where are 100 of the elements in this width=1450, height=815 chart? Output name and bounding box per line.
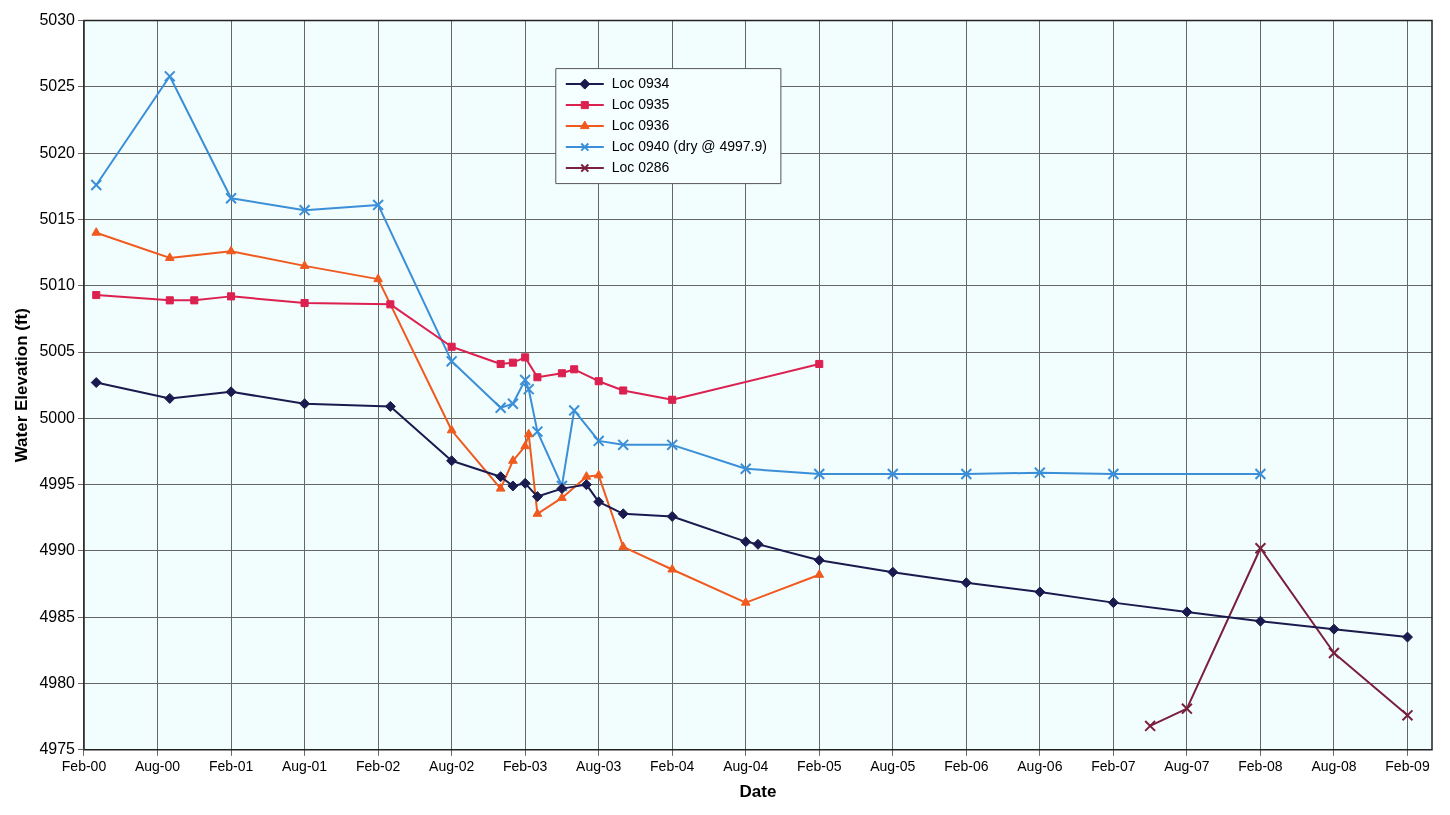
point	[520, 440, 530, 450]
point	[91, 227, 102, 236]
point	[739, 462, 752, 475]
point	[531, 425, 544, 438]
x-tick-label: Feb-07	[1091, 758, 1136, 775]
x-tick-label: Feb-03	[502, 758, 548, 775]
point	[617, 438, 630, 451]
point	[557, 492, 567, 501]
point	[1328, 623, 1340, 635]
x-tick-label: Aug-00	[134, 758, 181, 775]
point	[519, 477, 531, 489]
point	[494, 401, 507, 414]
point	[580, 479, 592, 491]
legend-label: Loc 0286	[611, 158, 670, 175]
x-tick-label: Aug-06	[1017, 758, 1063, 775]
x-tick-label: Feb-06	[944, 758, 989, 775]
point	[495, 471, 507, 483]
point	[1107, 468, 1120, 480]
point	[532, 508, 543, 517]
y-tick-label: 5020	[39, 143, 76, 161]
point	[1401, 709, 1414, 722]
point	[666, 438, 679, 451]
point	[592, 434, 605, 447]
point	[384, 400, 396, 412]
point	[617, 508, 629, 520]
point	[533, 373, 542, 382]
y-tick-label: 4995	[39, 475, 76, 493]
point	[496, 359, 505, 369]
legend-label: Loc 0940 (dry @ 4997.9)	[611, 137, 767, 154]
point	[386, 300, 395, 309]
x-tick-label: Feb-01	[208, 758, 254, 775]
point	[299, 398, 311, 410]
point	[507, 480, 519, 492]
x-tick-label: Aug-07	[1164, 758, 1210, 775]
point	[960, 577, 972, 589]
x-tick-label: Feb-09	[1385, 758, 1430, 775]
legend-label: Loc 0935	[611, 95, 670, 112]
point	[90, 377, 102, 389]
point	[300, 298, 309, 308]
point	[495, 483, 506, 492]
x-tick-label: Aug-08	[1311, 758, 1357, 775]
x-tick-label: Aug-01	[282, 758, 328, 775]
point	[523, 428, 534, 438]
x-tick-label: Feb-00	[61, 758, 107, 775]
point	[619, 386, 628, 395]
point	[594, 377, 603, 386]
x-tick-label: Feb-05	[797, 758, 842, 775]
point	[90, 179, 103, 191]
point	[1033, 466, 1046, 479]
point	[618, 541, 629, 550]
point	[593, 496, 605, 508]
point	[447, 342, 456, 351]
point	[668, 395, 677, 404]
y-tick-label: 4990	[39, 541, 76, 559]
point	[165, 296, 174, 305]
point	[887, 566, 899, 578]
point	[813, 554, 825, 566]
point	[581, 471, 592, 480]
point	[740, 536, 752, 548]
x-tick-label: Feb-08	[1238, 758, 1283, 775]
point	[226, 245, 236, 255]
y-tick-label: 5000	[39, 408, 76, 426]
legend-label: Loc 0936	[611, 116, 670, 133]
point	[446, 455, 458, 467]
x-tick-label: Aug-02	[429, 758, 475, 775]
point	[508, 455, 518, 464]
point	[666, 510, 678, 522]
point	[960, 468, 973, 480]
point	[227, 292, 236, 301]
point	[570, 365, 579, 374]
point	[1144, 719, 1157, 732]
y-tick-label: 4980	[39, 673, 76, 691]
y-tick-label: 4985	[39, 607, 76, 625]
point	[225, 386, 237, 398]
point	[752, 538, 764, 550]
point	[815, 359, 824, 369]
point	[225, 192, 237, 205]
point	[667, 563, 678, 573]
point	[299, 260, 310, 269]
point	[164, 392, 176, 404]
point	[1181, 606, 1193, 618]
point	[508, 358, 517, 367]
point	[521, 353, 530, 362]
point	[372, 198, 385, 211]
point	[593, 469, 604, 479]
point	[1180, 702, 1193, 715]
point	[1254, 615, 1266, 627]
x-axis-title: Date	[739, 782, 777, 802]
point	[298, 204, 311, 217]
y-tick-label: 5015	[39, 209, 76, 227]
point	[190, 296, 199, 305]
x-tick-label: Aug-03	[576, 758, 622, 775]
point	[814, 569, 825, 578]
y-tick-label: 5025	[39, 77, 76, 95]
point	[446, 424, 457, 434]
point	[1034, 586, 1046, 598]
point	[1254, 542, 1267, 555]
x-tick-label: Aug-04	[723, 758, 769, 775]
point	[373, 273, 383, 283]
point	[813, 468, 826, 480]
